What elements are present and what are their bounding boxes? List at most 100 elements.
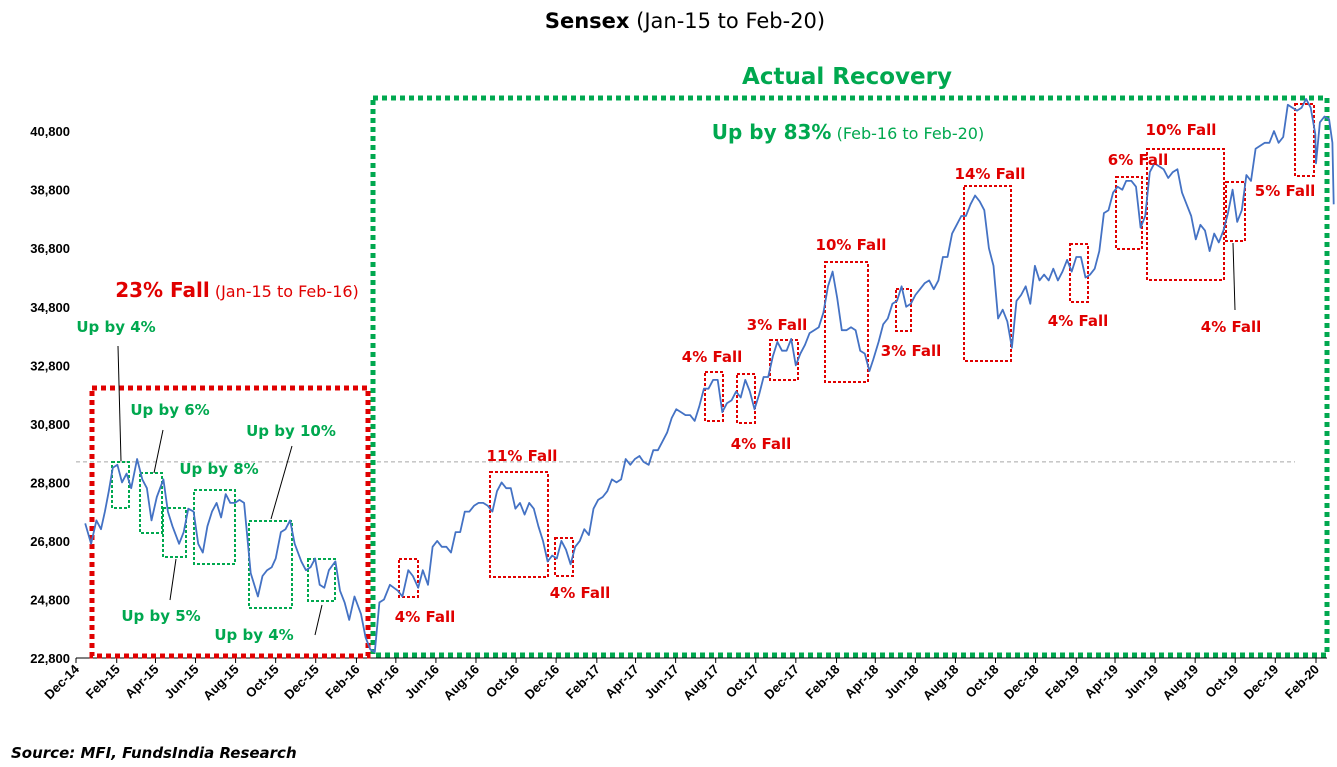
chart-title-bold: Sensex [545,9,630,33]
chart-title-range: (Jan-15 to Feb-20) [629,9,825,33]
fall-box [398,558,419,598]
x-tick-label: Oct-17 [723,662,762,701]
chart-title: Sensex (Jan-15 to Feb-20) [545,9,825,33]
fall-box [704,371,724,422]
up-labels: Up by 4% Up by 6% Up by 5% Up by 8% Up b… [76,318,336,644]
fall-box [1225,181,1246,242]
recovery-label-range: (Feb-16 to Feb-20) [831,124,984,143]
y-tick-label: 34,800 [30,300,70,315]
y-tick-label: 30,800 [30,417,70,432]
pointer-line [314,604,323,636]
recovery-region-box [370,95,1330,658]
fall-label: 3% Fall [747,316,807,334]
fall-label: 6% Fall [1108,151,1168,169]
pointer-line [1232,242,1236,311]
x-tick-label: Dec-16 [521,662,562,703]
up-label: Up by 10% [246,422,336,440]
fall-label: 23% Fall (Jan-15 to Feb-16) [115,278,359,302]
y-tick-label: 26,800 [30,534,70,549]
fall-label: 4% Fall [550,584,610,602]
x-tick-label: Apr-16 [362,662,402,702]
pointer-line [169,558,177,601]
y-tick-label: 24,800 [30,592,70,607]
fall-box [963,185,1012,362]
y-tick-label: 28,800 [30,475,70,490]
x-tick-label: Aug-16 [440,662,482,704]
fall-label: 4% Fall [1048,312,1108,330]
y-tick-label: 32,800 [30,358,70,373]
fall-label: 11% Fall [487,447,558,465]
y-axis-ticks: 22,800 24,800 26,800 28,800 30,800 32,800 34,8… [30,124,70,666]
fall-box [895,288,912,332]
x-tick-label: Jun-18 [881,662,921,702]
fall-label-range: (Jan-15 to Feb-16) [210,282,359,301]
x-tick-label: Aug-19 [1160,662,1202,704]
up-label: Up by 5% [121,607,200,625]
x-tick-label: Dec-19 [1241,662,1282,703]
x-tick-label: Apr-15 [122,662,162,702]
fall-label: 4% Fall [731,435,791,453]
y-tick-label: 36,800 [30,241,70,256]
up-box [111,461,130,509]
y-tick-label: 38,800 [30,183,70,198]
fall-label: 5% Fall [1255,182,1315,200]
x-tick-label: Dec-18 [1001,662,1042,703]
x-tick-label: Feb-16 [322,662,362,702]
fall-label: 4% Fall [395,608,455,626]
x-tick-label: Dec-17 [761,662,802,703]
up-box [248,520,293,609]
recovery-label-bold: Up by 83% [712,120,832,144]
x-tick-label: Aug-17 [680,662,722,704]
x-tick-label: Feb-15 [83,662,123,702]
fall-label: 14% Fall [955,165,1026,183]
fall-label: 10% Fall [816,236,887,254]
pointer-line [117,345,122,462]
x-tick-label: Jun-19 [1121,662,1161,702]
x-tick-label: Apr-19 [1081,662,1121,702]
source-note: Source: MFI, FundsIndia Research [11,744,297,762]
fall-boxes [398,103,1315,598]
up-box [307,558,336,602]
fall-label: 10% Fall [1146,121,1217,139]
x-tick-label: Apr-18 [842,662,882,702]
x-tick-label: Oct-15 [243,662,282,701]
up-label: Up by 4% [76,318,155,336]
x-tick-label: Dec-15 [281,662,322,703]
x-tick-label: Oct-19 [1202,662,1241,701]
fall-box [1146,148,1225,281]
up-box [162,507,187,558]
up-label: Up by 6% [130,401,209,419]
sensex-series-line [84,98,1335,653]
recovery-label: Up by 83% (Feb-16 to Feb-20) [712,120,984,144]
fall-label-bold: 23% Fall [115,278,210,302]
x-tick-label: Jun-15 [161,662,201,702]
x-tick-label: Jun-16 [402,662,442,702]
x-tick-label: Dec-14 [41,661,82,702]
fall-label: 4% Fall [1201,318,1261,336]
x-tick-label: Jun-17 [642,662,682,702]
up-label: Up by 4% [214,626,293,644]
y-tick-label: 22,800 [30,651,70,666]
fall-box [736,373,756,424]
up-label: Up by 8% [179,460,258,478]
pointer-line [270,445,293,520]
fall-box [489,471,549,578]
x-tick-label: Aug-18 [920,662,962,704]
y-tick-label: 40,800 [30,124,70,139]
fall-box [824,261,869,383]
fall-label: 4% Fall [682,348,742,366]
x-tick-label: Oct-16 [483,662,522,701]
fall-region-box [89,385,371,659]
fall-box [1294,103,1315,177]
up-box [193,489,236,565]
x-tick-label: Feb-19 [1042,662,1082,702]
recovery-title: Actual Recovery [742,64,952,90]
x-tick-label: Feb-20 [1282,662,1322,702]
pointer-lines [117,242,1236,636]
x-tick-label: Feb-18 [802,662,842,702]
fall-box [1115,176,1143,250]
fall-box [769,339,799,381]
x-tick-label: Apr-17 [602,662,642,702]
